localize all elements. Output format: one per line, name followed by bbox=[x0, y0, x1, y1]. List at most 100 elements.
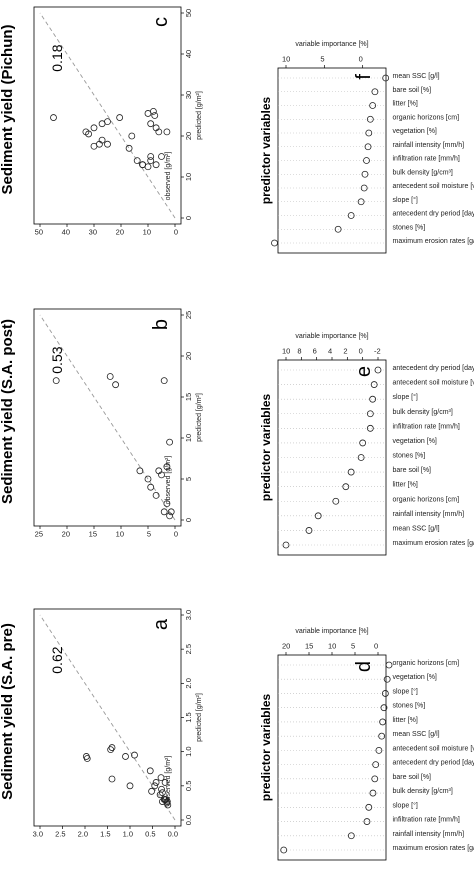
data-point-a bbox=[126, 782, 134, 790]
predictor-label-d: mean SSC [g/l] bbox=[393, 731, 440, 738]
x-tick-label-d: 0 bbox=[374, 642, 378, 651]
data-point-b bbox=[112, 381, 119, 389]
data-point-a bbox=[158, 798, 166, 805]
x-tick-label-e: 10 bbox=[282, 347, 290, 356]
panel-title-d: predictor variables bbox=[259, 693, 273, 801]
x-tick-label-a: 2.0 bbox=[184, 678, 193, 688]
data-point-b bbox=[163, 500, 171, 508]
predictor-label-f: rainfall intensity [mm/h] bbox=[393, 142, 465, 149]
x-tick-label-c: 20 bbox=[184, 132, 193, 140]
data-point-a bbox=[152, 779, 160, 786]
predictor-label-e: organic horizons [cm] bbox=[393, 496, 460, 503]
y-tick-label-c: 30 bbox=[89, 228, 97, 237]
importance-point-f bbox=[357, 198, 365, 206]
x-tick-label-a: 2.5 bbox=[184, 644, 193, 654]
importance-panel-f: 0 5 10 maximum erosion rates [g/m²/min] ston… bbox=[259, 41, 474, 254]
x-tick-label-b: 10 bbox=[184, 434, 193, 442]
data-point-c bbox=[147, 120, 155, 128]
predictor-label-d: antecedent dry period [days] bbox=[393, 760, 474, 767]
importance-point-d bbox=[280, 846, 288, 854]
panel-letter-d: d bbox=[353, 661, 375, 672]
predictor-label-f: vegetation [%] bbox=[393, 128, 437, 135]
data-point-c bbox=[151, 112, 159, 119]
x-tick-label-b: 20 bbox=[184, 352, 193, 360]
predictor-label-f: mean SSC [g/l] bbox=[393, 73, 440, 80]
panel-title-f: predictor variables bbox=[259, 96, 273, 204]
x-axis-label-d: variable importance [%] bbox=[295, 628, 368, 635]
x-tick-label-f: 5 bbox=[320, 55, 324, 64]
x-tick-label-e: 6 bbox=[313, 347, 317, 356]
predictor-label-e: bare soil [%] bbox=[393, 467, 432, 474]
importance-point-d bbox=[379, 718, 386, 726]
importance-point-d bbox=[365, 803, 373, 811]
x-axis-label-f: variable importance [%] bbox=[295, 41, 368, 48]
data-point-b bbox=[147, 483, 155, 491]
predictor-label-d: vegetation [%] bbox=[393, 674, 437, 681]
y-tick-label-c: 0 bbox=[174, 228, 178, 237]
scatter-panel-c: 0 10 20 30 40 50 0 10 20 30 40 50 predicted [g/m²] 0.… bbox=[0, 6, 203, 237]
data-point-c bbox=[147, 153, 155, 160]
data-point-a bbox=[146, 767, 154, 775]
data-point-a bbox=[157, 774, 165, 782]
importance-point-e bbox=[366, 424, 374, 432]
importance-point-f bbox=[364, 143, 372, 151]
data-point-c bbox=[104, 118, 111, 126]
importance-point-f bbox=[361, 170, 369, 178]
predictor-label-e: slope [°] bbox=[393, 393, 418, 401]
predictor-label-e: bulk density [g/cm³] bbox=[393, 409, 453, 416]
x-tick-label-c: 50 bbox=[184, 9, 193, 17]
data-point-b bbox=[160, 508, 168, 516]
x-tick-label-e: -2 bbox=[374, 347, 381, 356]
scatter-panel-b: 0 5 10 15 20 25 0 5 10 15 20 25 predicted [g/m²] 0.53… bbox=[0, 308, 203, 539]
data-point-c bbox=[125, 144, 133, 152]
y-tick-label-b: 5 bbox=[147, 530, 151, 539]
data-point-a bbox=[156, 791, 164, 799]
data-point-c bbox=[155, 128, 163, 136]
x-tick-label-d: 15 bbox=[305, 642, 313, 651]
predictor-label-d: bare soil [%] bbox=[393, 774, 432, 781]
x-tick-label-e: 4 bbox=[328, 347, 332, 356]
y-tick-label-a: 2.5 bbox=[55, 830, 65, 839]
predictor-label-f: stones [%] bbox=[393, 224, 426, 231]
predictor-label-f: maximum erosion rates [g/m²/min] bbox=[393, 238, 474, 245]
data-point-b bbox=[167, 508, 175, 516]
data-point-c bbox=[133, 157, 141, 164]
importance-point-d bbox=[385, 661, 393, 669]
data-point-b bbox=[106, 373, 114, 380]
predictor-label-f: infiltration rate [mm/h] bbox=[393, 156, 460, 163]
importance-point-e bbox=[347, 468, 355, 476]
predictor-label-e: antecedent dry period [days] bbox=[393, 365, 474, 372]
data-point-c bbox=[98, 136, 106, 144]
predictor-label-f: organic horizons [cm] bbox=[393, 114, 460, 121]
data-point-c bbox=[149, 108, 157, 115]
importance-point-f bbox=[271, 239, 278, 247]
importance-point-d bbox=[347, 832, 355, 840]
importance-point-e bbox=[314, 512, 322, 520]
importance-panel-e: -2 0 2 4 6 8 10 maximum erosion rates [g/m²/min… bbox=[259, 333, 474, 556]
x-tick-label-c: 10 bbox=[184, 173, 193, 181]
predictor-label-d: infiltration rate [mm/h] bbox=[393, 817, 460, 824]
importance-point-e bbox=[369, 395, 377, 403]
data-point-a bbox=[131, 751, 138, 759]
panel-letter-b: b bbox=[150, 319, 172, 330]
importance-point-f bbox=[369, 102, 377, 109]
importance-point-f bbox=[382, 74, 390, 82]
data-point-c bbox=[147, 157, 155, 164]
predictor-label-d: antecedent soil moisture [vol.%] bbox=[393, 745, 474, 752]
data-point-a bbox=[83, 755, 91, 762]
x-axis-label-e: variable importance [%] bbox=[295, 333, 368, 340]
y-axis-label-c: observed [g/m²] bbox=[165, 152, 172, 201]
importance-point-e bbox=[282, 541, 290, 549]
x-tick-label-e: 2 bbox=[343, 347, 347, 356]
x-tick-label-c: 40 bbox=[184, 50, 193, 58]
predictor-label-f: litter [%] bbox=[393, 101, 418, 108]
importance-point-e bbox=[332, 497, 340, 505]
importance-point-f bbox=[363, 157, 370, 164]
predictor-label-f: bulk density [g/cm³] bbox=[393, 169, 453, 176]
importance-point-f bbox=[371, 88, 379, 96]
importance-point-d bbox=[369, 789, 377, 797]
data-point-a bbox=[107, 746, 115, 754]
y-tick-label-a: 2.0 bbox=[78, 830, 88, 839]
x-tick-label-a: 3.0 bbox=[184, 610, 193, 620]
y-tick-label-b: 10 bbox=[116, 530, 124, 539]
